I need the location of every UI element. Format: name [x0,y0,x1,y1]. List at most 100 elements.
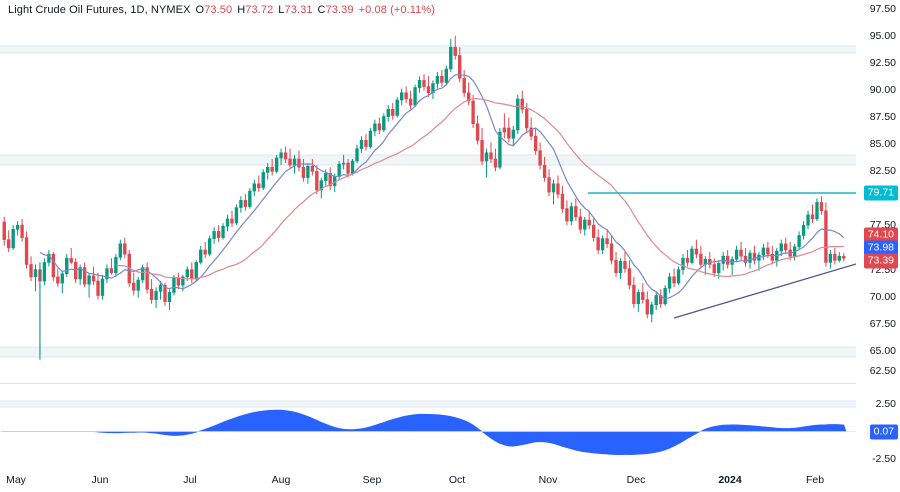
candle-body [2,221,6,240]
candle-body [341,162,346,165]
candle-body [399,92,404,101]
ma-price-badge[interactable]: 73.98 [863,240,898,256]
candle-body [632,284,636,305]
candle-body [391,109,395,116]
candle-body [386,109,390,117]
chart-legend: Light Crude Oil Futures, 1D, NYMEX O73.50… [8,3,435,17]
candle-body [516,98,520,131]
price-axis-tick: -2.50 [872,453,896,465]
candle-body [663,287,667,305]
candle-body [654,295,658,306]
candle-body [123,243,127,255]
candle-body [498,131,502,168]
gridline-band [0,347,856,357]
price-axis-tick: 67.50 [869,318,896,330]
low-value: 73.31 [284,4,313,16]
candle-body [239,200,243,208]
candle-body [132,282,136,291]
time-axis-label: Aug [271,474,291,486]
candle-body [556,183,560,195]
candle-body [609,243,614,261]
time-axis[interactable]: May Jun Jul Aug Sep Oct Nov Dec 2024 Feb [0,469,900,492]
candle-body [761,247,766,256]
candle-body [502,127,507,133]
candle-body [319,180,323,191]
price-axis-tick: 65.00 [869,345,896,357]
candle-body [493,158,498,168]
candle-body [252,183,256,192]
candle-body [542,164,547,178]
candle-body [600,238,605,251]
resistance-price-badge[interactable]: 79.71 [863,185,898,201]
candle-body [819,202,824,211]
oscillator-gridline-band [0,401,856,407]
candle-body [694,248,699,255]
candle-body [667,276,672,289]
time-axis-label: Nov [538,474,558,486]
symbol-title[interactable]: Light Crude Oil Futures, 1D, NYMEX [8,4,191,16]
close-label: C [317,4,326,16]
high-label: H [237,4,246,16]
candle-body [47,253,51,263]
candle-body [346,162,350,174]
candle-body [33,269,38,278]
candle-body [623,261,627,269]
candle-body [87,275,91,285]
candle-body [292,158,297,166]
candle-body [779,243,783,252]
candle-body [583,219,587,230]
oscillator-pane[interactable] [0,384,856,468]
candle-body [533,135,538,152]
candle-body [569,206,574,222]
time-axis-label: Dec [626,474,646,486]
candle-body [614,260,618,274]
candle-body [784,243,788,251]
price-axis[interactable]: 97.50 95.00 92.50 90.00 87.50 85.00 82.50 77.50… [856,0,900,468]
candle-body [627,268,632,286]
support-trendline[interactable] [673,263,856,319]
candle-body [364,140,368,147]
candle-body [739,249,743,257]
time-axis-label: Sep [362,474,382,486]
candle-body [82,267,87,285]
candle-body [355,148,359,162]
candle-body [797,235,801,248]
candle-body [676,269,681,284]
candle-body [167,292,172,303]
price-axis-tick: 62.50 [869,365,896,377]
candlestick-series [2,35,846,360]
drawing-annotations [588,192,856,319]
oscillator-area [0,409,856,456]
candle-body [91,275,96,282]
oscillator-value-badge[interactable]: 0.07 [869,424,898,440]
candle-body [458,55,462,79]
candle-body [11,229,15,249]
candle-body [766,247,770,255]
candle-body [350,160,355,174]
candle-body [596,237,600,251]
candle-body [225,218,230,227]
candle-body [216,231,221,238]
candle-body [842,255,846,259]
candle-body [105,268,109,280]
candle-body [373,123,377,132]
candle-body [283,152,288,160]
candle-body [404,92,408,100]
price-pane[interactable] [0,0,856,383]
price-axis-tick: 87.50 [869,111,896,123]
candle-body [641,292,645,300]
candle-body [96,280,100,296]
candle-body [525,109,529,129]
last-price-badge[interactable]: 73.39 [863,253,898,269]
candle-body [15,224,20,230]
price-axis-tick: 90.00 [869,84,896,96]
candle-body [328,173,332,187]
high-price-badge[interactable]: 74.10 [863,227,898,243]
price-axis-tick: 97.50 [869,3,896,15]
high-value: 73.72 [245,4,274,16]
candle-body [221,225,225,238]
candle-body [444,68,449,83]
candle-body [770,253,774,261]
candle-body [172,277,176,293]
candle-body [560,193,565,209]
